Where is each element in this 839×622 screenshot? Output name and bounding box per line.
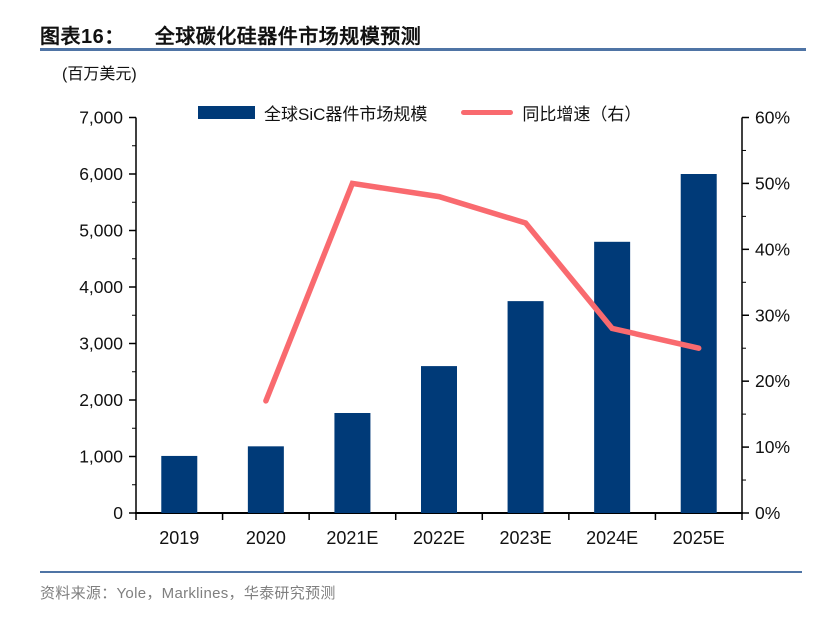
chart-legend: 全球SiC器件市场规模 同比增速（右）	[198, 100, 641, 125]
right-axis-tick-label: 0%	[755, 503, 780, 523]
yoy-growth-line	[263, 180, 702, 404]
left-axis-tick-label: 7,000	[79, 108, 123, 128]
right-axis-tick-label: 20%	[755, 371, 790, 391]
legend-bar-label: 全球SiC器件市场规模	[264, 105, 428, 124]
bar-2022E	[421, 366, 457, 513]
axis-tick-labels: 0 1,000 2,000 3,000 4,000 5,000 6,000 7,000 0% 10…	[79, 108, 790, 549]
x-axis-category-label: 2024E	[586, 528, 638, 548]
right-axis-tick-label: 10%	[755, 437, 790, 457]
left-axis-tick-label: 2,000	[79, 390, 123, 410]
x-axis-category-label: 2023E	[500, 528, 552, 548]
right-axis-tick-label: 50%	[755, 173, 790, 193]
source-divider	[40, 571, 802, 573]
left-axis-unit-label: (百万美元)	[62, 66, 137, 83]
bar-2021E	[334, 412, 371, 513]
right-axis-tick-label: 40%	[755, 239, 790, 259]
right-axis-tick-label: 60%	[755, 108, 790, 128]
x-axis-category-label: 2022E	[413, 528, 465, 548]
left-axis-tick-label: 3,000	[79, 334, 123, 354]
right-axis-tick-label: 30%	[755, 305, 790, 325]
x-axis-category-label: 2025E	[673, 528, 725, 548]
left-axis-tick-label: 6,000	[79, 164, 123, 184]
source-block: 资料来源：Yole，Marklines，华泰研究预测	[40, 571, 802, 603]
page-title: 图表16： 全球碳化硅器件市场规模预测	[40, 20, 421, 49]
figure-title: 全球碳化硅器件市场规模预测	[154, 26, 422, 48]
legend-bar-swatch-icon	[198, 106, 255, 119]
source-text: 资料来源：Yole，Marklines，华泰研究预测	[40, 585, 336, 602]
legend-line-swatch-icon	[461, 110, 514, 115]
x-axis-category-label: 2020	[246, 528, 286, 548]
left-axis-tick-label: 4,000	[79, 277, 123, 297]
title-divider	[40, 48, 806, 51]
bar-2019	[161, 455, 198, 513]
bar-2020	[247, 446, 284, 513]
bar-2023E	[507, 301, 544, 513]
x-axis-category-label: 2021E	[326, 528, 378, 548]
legend-line-label: 同比增速（右）	[522, 105, 642, 124]
bar-series	[161, 174, 717, 514]
left-axis-tick-label: 0	[113, 503, 123, 523]
left-axis-tick-label: 1,000	[79, 447, 123, 467]
growth-line-series	[263, 180, 702, 404]
left-axis-tick-label: 5,000	[79, 221, 123, 241]
bar-2024E	[594, 241, 631, 514]
figure-label: 图表16：	[40, 26, 125, 48]
x-axis-category-label: 2019	[159, 528, 199, 548]
